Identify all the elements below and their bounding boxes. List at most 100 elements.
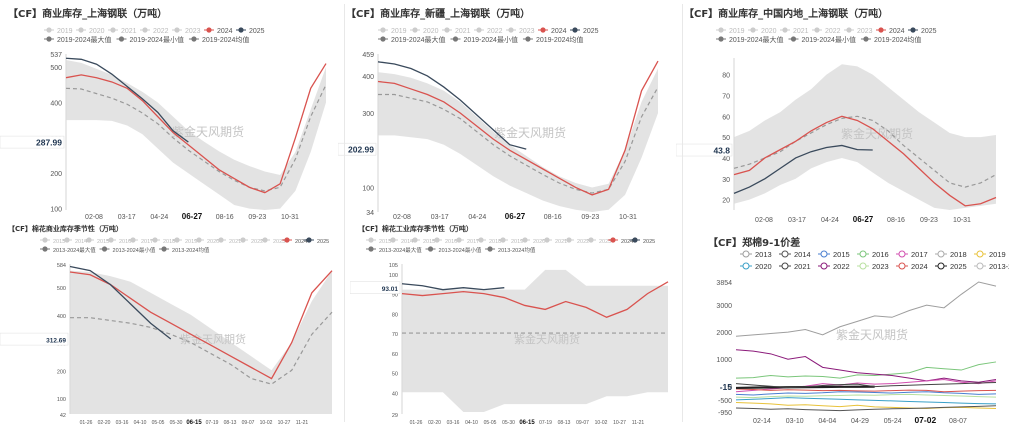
legend-label: 2013-2024最大值 <box>379 246 422 254</box>
legend-swatch-marker <box>898 250 906 258</box>
x-tick-label: 10-27 <box>278 420 291 426</box>
commercial-stock-chart: 2019 2020 2021 2022 2023 2024 2025 2019-2024最大值… <box>0 27 327 221</box>
y-tick-label: 60 <box>722 114 730 121</box>
legend-swatch-marker <box>976 250 984 258</box>
legend-label: 2013 <box>755 250 772 259</box>
legend-label: 2018 <box>163 239 175 245</box>
y-tick-label: 50 <box>392 372 398 378</box>
y-tick-label: 584 <box>57 263 66 269</box>
legend-label: 2015 <box>97 239 109 245</box>
x-tick-label: 08-16 <box>544 214 562 220</box>
legend-swatch-marker <box>101 246 108 252</box>
watermark: 紫金天风期货 <box>836 327 908 342</box>
x-tick-label: 08-13 <box>224 420 237 426</box>
y-tick-label: 30 <box>722 177 730 184</box>
x-tick-label: 11-21 <box>632 420 645 426</box>
legend-label: 2016 <box>445 239 457 245</box>
y-tick-label: 200 <box>57 369 66 375</box>
last-value-box <box>675 143 733 157</box>
last-value-label: -15 <box>720 382 733 392</box>
x-tick-label: 02-14 <box>753 418 771 425</box>
legend-swatch-marker <box>262 237 268 243</box>
y-tick-label: 40 <box>722 156 730 163</box>
y-tick-label: 29 <box>392 413 398 419</box>
legend-label: 2020 <box>423 28 439 35</box>
x-tick-label: 01-26 <box>80 420 93 426</box>
legend-label: 2013 <box>379 239 391 245</box>
last-value-box <box>0 332 69 346</box>
legend-label: 2022 <box>825 28 841 35</box>
legend-swatch-marker <box>161 246 167 252</box>
y-tick-label: 100 <box>362 185 374 192</box>
legend-swatch-marker <box>487 246 493 252</box>
legend-label: 2023 <box>185 28 201 35</box>
inland-stock-chart: 2019 2020 2021 2022 2023 2024 2025 2019-2024最大值… <box>675 27 997 224</box>
legend-swatch-marker <box>380 36 386 42</box>
last-value-box <box>349 281 401 294</box>
legend-swatch-marker <box>781 262 789 270</box>
y-tick-label: 537 <box>50 52 62 59</box>
legend-label: 2015 <box>833 250 850 259</box>
legend-label: 2020 <box>89 28 105 35</box>
legend-swatch-marker <box>718 27 724 33</box>
series-2013-line <box>735 281 997 337</box>
x-tick-label: 09-23 <box>920 217 938 224</box>
legend-swatch-marker <box>206 27 212 33</box>
legend-label: 2020 <box>755 262 772 271</box>
legend-swatch-marker <box>790 36 797 42</box>
x-tick-label: 06-15 <box>186 420 202 426</box>
legend-label: 2019 <box>391 28 407 35</box>
legend-label: 2021 <box>555 239 567 245</box>
seasonal-industrial-chart: 2013 2014 2015 2016 2017 2018 2019 2020 2021 2022… <box>349 237 669 426</box>
y-tick-label: 300 <box>362 111 374 118</box>
legend-swatch-marker <box>427 246 434 252</box>
chart-panel-commercial-stock: 【CF】商业库存_上海钢联（万吨） 2019 2020 2021 2022 2023 20… <box>0 0 340 221</box>
legend-swatch-marker <box>572 27 578 33</box>
legend-label: 2024 <box>889 28 905 35</box>
legend-label: 2014 <box>401 239 413 245</box>
x-tick-label: 10-02 <box>260 420 273 426</box>
legend-swatch-marker <box>718 36 724 42</box>
y-tick-label: 0 <box>728 384 732 391</box>
legend-swatch-marker <box>540 27 546 33</box>
legend-label: 2013-2024均值 <box>172 246 210 254</box>
legend-label: 2013-2024均值 <box>989 261 1009 271</box>
x-tick-label: 06-27 <box>505 212 526 220</box>
y-tick-label: 3854 <box>716 280 732 287</box>
legend-label: 2017 <box>911 250 928 259</box>
legend-label: 2016 <box>872 250 889 259</box>
x-tick-label: 02-08 <box>85 214 103 220</box>
legend-label: 2020 <box>207 239 219 245</box>
legend-swatch-marker <box>434 237 440 243</box>
legend-swatch-marker <box>478 237 484 243</box>
series-2024-line <box>377 60 659 196</box>
legend-swatch-marker <box>174 237 180 243</box>
x-tick-label: 08-16 <box>216 214 234 220</box>
x-tick-label: 02-08 <box>393 214 411 220</box>
legend-label: 2015 <box>423 239 435 245</box>
series-2024-line <box>401 281 669 318</box>
legend-swatch-marker <box>610 237 616 243</box>
x-tick-label: 04-04 <box>818 418 836 425</box>
y-tick-label: 100 <box>57 397 66 403</box>
last-value-label: 43.8 <box>713 146 730 156</box>
legend-label: 2024 <box>295 239 307 245</box>
legend-label: 2022 <box>153 28 169 35</box>
x-tick-label: 08-16 <box>887 217 905 224</box>
y-tick-label: -950 <box>718 410 732 417</box>
last-value-box <box>0 135 65 149</box>
legend-swatch-marker <box>46 27 52 33</box>
legend-swatch-marker <box>238 27 244 33</box>
legend-swatch-marker <box>368 237 374 243</box>
legend-swatch-marker <box>820 250 828 258</box>
x-tick-label: 05-30 <box>170 420 183 426</box>
legend-swatch-marker <box>368 246 374 252</box>
range-band <box>378 68 658 212</box>
legend-swatch-marker <box>859 262 867 270</box>
legend-swatch-marker <box>142 27 148 33</box>
legend-label: 2025 <box>583 28 599 35</box>
series-2025-line <box>65 57 189 143</box>
last-value-label: 287.99 <box>36 138 62 148</box>
series-2022-line <box>735 349 997 383</box>
y-tick-label: 42 <box>60 413 66 419</box>
